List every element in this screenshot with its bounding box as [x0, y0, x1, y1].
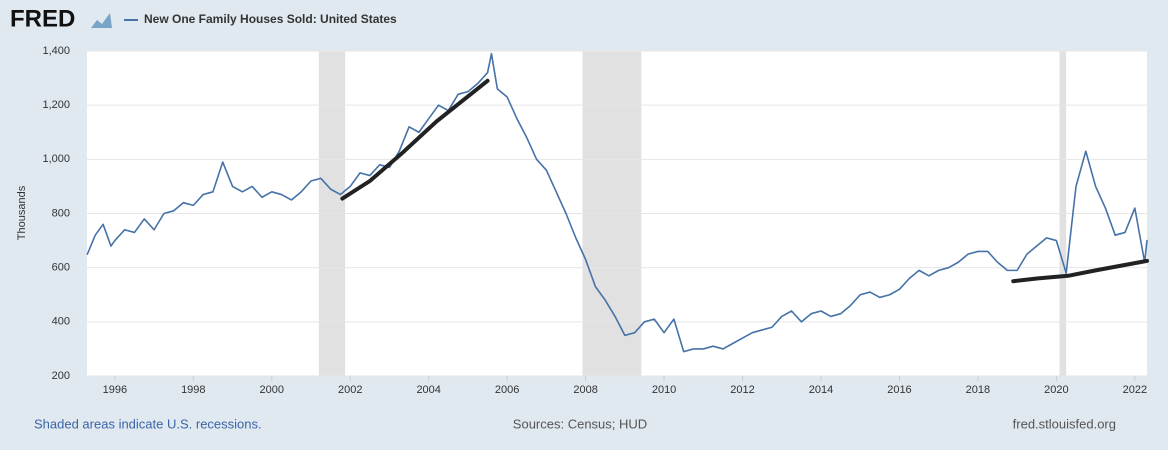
- y-tick-label: 200: [52, 370, 70, 382]
- x-tick-label: 2010: [652, 384, 676, 396]
- trend-line: [1011, 258, 1149, 284]
- footer-center: Sources: Census; HUD: [513, 416, 647, 431]
- y-tick-label: 1,000: [42, 153, 70, 165]
- trend-line: [340, 78, 490, 201]
- y-tick-label: 1,400: [42, 45, 70, 57]
- x-tick-label: 2020: [1044, 384, 1068, 396]
- x-tick-label: 2022: [1123, 384, 1147, 396]
- y-tick-label: 1,200: [42, 99, 70, 111]
- y-axis-label: Thousands: [16, 185, 28, 240]
- x-tick-label: 2012: [730, 384, 754, 396]
- y-tick-label: 800: [52, 207, 70, 219]
- x-tick-label: 2016: [887, 384, 911, 396]
- footer-right[interactable]: fred.stlouisfed.org: [1013, 416, 1116, 431]
- logo-icon: [91, 13, 112, 28]
- x-tick-label: 2018: [966, 384, 990, 396]
- y-tick-label: 600: [52, 262, 70, 274]
- footer-left[interactable]: Shaded areas indicate U.S. recessions.: [34, 416, 262, 431]
- x-tick-label: 1998: [181, 384, 205, 396]
- legend-label: New One Family Houses Sold: United State…: [144, 12, 397, 26]
- x-tick-label: 2008: [573, 384, 597, 396]
- logo: FRED: [10, 5, 75, 32]
- data-line: [86, 52, 1148, 353]
- x-tick-label: 2004: [416, 384, 440, 396]
- x-tick-label: 2002: [338, 384, 362, 396]
- x-tick-label: 2006: [495, 384, 519, 396]
- y-tick-label: 400: [52, 316, 70, 328]
- x-tick-label: 2000: [260, 384, 284, 396]
- x-tick-label: 2014: [809, 384, 833, 396]
- x-tick-label: 1996: [103, 384, 127, 396]
